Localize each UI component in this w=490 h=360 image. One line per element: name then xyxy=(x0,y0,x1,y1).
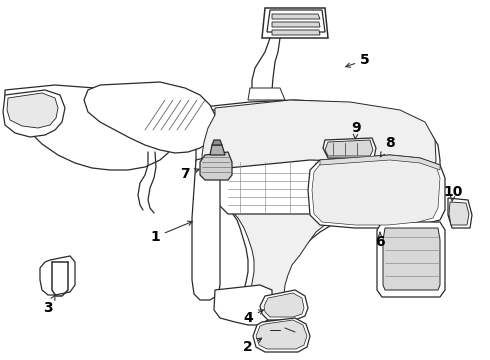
Text: 9: 9 xyxy=(351,121,361,139)
Polygon shape xyxy=(308,155,445,228)
Text: 1: 1 xyxy=(150,221,192,244)
Polygon shape xyxy=(7,93,58,128)
Polygon shape xyxy=(202,100,436,316)
Polygon shape xyxy=(377,222,445,297)
Polygon shape xyxy=(40,256,75,295)
Polygon shape xyxy=(253,318,310,352)
Polygon shape xyxy=(256,320,307,349)
Polygon shape xyxy=(272,22,320,27)
Polygon shape xyxy=(320,155,440,170)
Text: 7: 7 xyxy=(180,167,199,181)
Polygon shape xyxy=(449,202,469,225)
Polygon shape xyxy=(264,293,304,317)
Text: 10: 10 xyxy=(443,185,463,202)
Polygon shape xyxy=(272,14,320,19)
Polygon shape xyxy=(325,140,373,156)
Polygon shape xyxy=(383,228,440,290)
Text: 4: 4 xyxy=(243,310,264,325)
Polygon shape xyxy=(212,140,222,145)
Polygon shape xyxy=(218,160,430,214)
Polygon shape xyxy=(200,152,232,180)
Text: 5: 5 xyxy=(346,53,370,67)
Text: 8: 8 xyxy=(380,136,395,157)
Text: 3: 3 xyxy=(43,295,55,315)
Polygon shape xyxy=(175,100,440,322)
Polygon shape xyxy=(260,290,308,320)
Polygon shape xyxy=(192,155,220,300)
Polygon shape xyxy=(312,157,440,225)
Polygon shape xyxy=(214,285,272,325)
Text: 2: 2 xyxy=(243,338,262,354)
Text: 6: 6 xyxy=(375,232,385,249)
Polygon shape xyxy=(5,85,175,170)
Polygon shape xyxy=(248,88,285,100)
Polygon shape xyxy=(272,30,320,35)
Polygon shape xyxy=(3,90,65,137)
Polygon shape xyxy=(210,145,225,155)
Polygon shape xyxy=(84,82,218,153)
Polygon shape xyxy=(323,138,376,158)
Polygon shape xyxy=(267,10,325,32)
Polygon shape xyxy=(448,198,472,228)
